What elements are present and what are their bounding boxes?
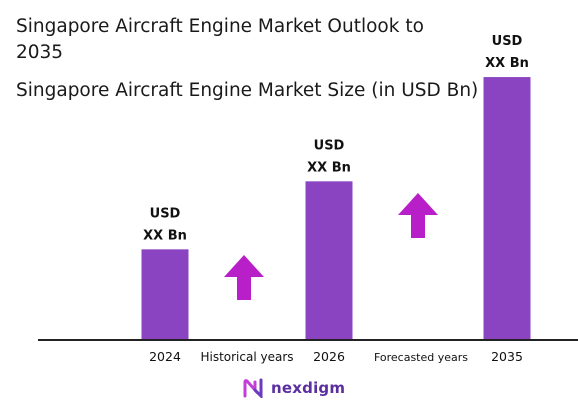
- bar-value-label: XX Bn: [307, 160, 351, 175]
- brand-logo: nexdigm: [243, 378, 345, 398]
- bar-2035: [483, 77, 531, 341]
- bar-value-label: USD: [492, 34, 523, 49]
- growth-arrow-forecast: [398, 193, 438, 238]
- growth-arrow-historical: [224, 255, 264, 300]
- x-tick-label-2026: 2026: [313, 349, 345, 364]
- bar-value-label: USD: [150, 206, 181, 221]
- bar-value-label: XX Bn: [485, 56, 529, 71]
- bar-2026: [305, 181, 353, 340]
- brand-name: nexdigm: [271, 379, 346, 397]
- bar-value-label: USD: [314, 138, 345, 153]
- x-tick-label-2035: 2035: [491, 349, 523, 364]
- nexdigm-logo-icon: [243, 378, 263, 398]
- period-label: Forecasted years: [374, 351, 468, 364]
- chart-subtitle: Singapore Aircraft Engine Market Size (i…: [16, 80, 479, 101]
- bar-value-label: XX Bn: [143, 228, 187, 243]
- x-tick-label-2024: 2024: [149, 349, 181, 364]
- bar-2024: [141, 249, 189, 340]
- period-label: Historical years: [200, 350, 293, 364]
- chart-title: Singapore Aircraft Engine Market Outlook…: [16, 16, 424, 63]
